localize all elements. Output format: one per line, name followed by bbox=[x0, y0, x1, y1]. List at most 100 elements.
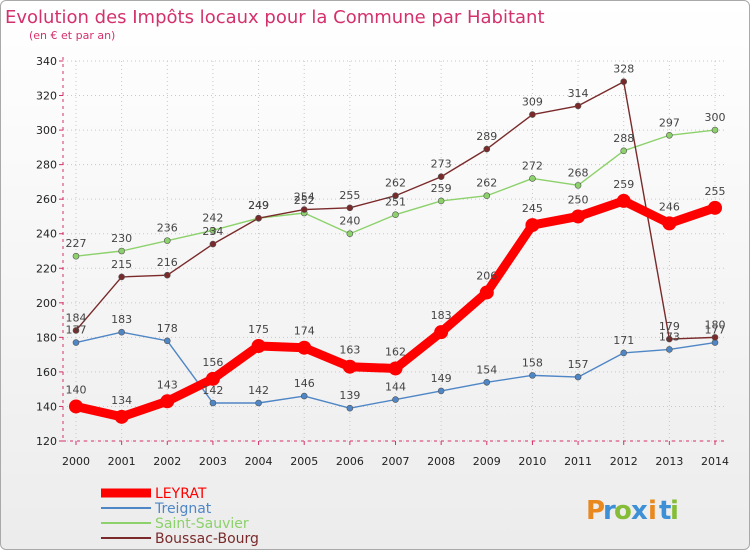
data-point-leyrat bbox=[114, 409, 129, 424]
data-label-leyrat: 174 bbox=[294, 325, 315, 338]
data-point-treignat bbox=[209, 399, 217, 407]
data-point-leyrat bbox=[708, 200, 722, 215]
data-label-treignat: 173 bbox=[659, 330, 680, 343]
data-point-saint-sauvier bbox=[529, 175, 536, 182]
data-label-leyrat: 250 bbox=[568, 193, 589, 206]
data-point-leyrat bbox=[342, 359, 357, 374]
data-label-leyrat: 255 bbox=[705, 185, 726, 198]
data-point-saint-sauvier bbox=[163, 237, 171, 244]
data-label-leyrat: 246 bbox=[659, 200, 680, 213]
data-point-boussac-bourg bbox=[666, 335, 673, 343]
x-tick-label: 2005 bbox=[290, 455, 318, 468]
data-label-boussac-bourg: 179 bbox=[659, 320, 680, 333]
data-point-treignat bbox=[72, 339, 80, 346]
data-point-leyrat bbox=[69, 399, 83, 414]
data-point-leyrat bbox=[205, 371, 220, 386]
data-point-leyrat bbox=[479, 285, 494, 300]
legend-label-leyrat: LEYRAT bbox=[155, 486, 207, 502]
data-label-leyrat: 206 bbox=[476, 269, 497, 282]
data-label-treignat: 149 bbox=[431, 372, 452, 385]
data-label-boussac-bourg: 328 bbox=[613, 63, 634, 76]
legend-label-saint-sauvier: Saint-Sauvier bbox=[155, 516, 249, 532]
series-line-boussac-bourg bbox=[75, 81, 716, 340]
data-label-treignat: 139 bbox=[339, 389, 360, 402]
data-point-leyrat bbox=[434, 325, 449, 340]
data-point-saint-sauvier bbox=[392, 211, 399, 219]
data-label-saint-sauvier: 227 bbox=[66, 237, 87, 250]
data-point-saint-sauvier bbox=[483, 192, 491, 200]
data-label-saint-sauvier: 262 bbox=[476, 177, 497, 190]
brand-letter: x bbox=[631, 496, 648, 526]
data-label-boussac-bourg: 249 bbox=[248, 199, 269, 212]
data-label-boussac-bourg: 216 bbox=[157, 256, 178, 269]
data-label-treignat: 178 bbox=[157, 322, 178, 335]
data-point-leyrat bbox=[160, 394, 175, 409]
data-point-treignat bbox=[300, 392, 308, 400]
x-tick-label: 2008 bbox=[427, 455, 455, 468]
axes: 120 140 160 180 200 220 240 260 280 300 320 340 2000… bbox=[36, 55, 729, 468]
data-label-leyrat: 259 bbox=[613, 178, 634, 191]
data-point-leyrat bbox=[616, 193, 631, 208]
y-tick-label: 140 bbox=[36, 400, 57, 413]
data-point-leyrat bbox=[297, 340, 312, 355]
data-point-boussac-bourg bbox=[118, 273, 125, 281]
data-point-leyrat bbox=[388, 361, 403, 376]
y-tick-label: 320 bbox=[36, 90, 57, 103]
data-point-boussac-bourg bbox=[209, 240, 217, 248]
data-label-saint-sauvier: 236 bbox=[157, 222, 178, 235]
y-tick-label: 180 bbox=[36, 331, 57, 344]
y-tick-label: 220 bbox=[36, 262, 57, 275]
data-label-saint-sauvier: 297 bbox=[659, 116, 680, 129]
data-label-leyrat: 175 bbox=[248, 323, 269, 336]
data-point-boussac-bourg bbox=[529, 111, 536, 118]
data-point-treignat bbox=[255, 399, 262, 407]
data-label-saint-sauvier: 230 bbox=[111, 232, 132, 245]
x-tick-label: 2003 bbox=[199, 455, 227, 468]
data-point-treignat bbox=[163, 337, 171, 345]
data-label-saint-sauvier: 249 bbox=[248, 199, 269, 212]
data-label-saint-sauvier: 272 bbox=[522, 159, 543, 172]
data-point-treignat bbox=[346, 404, 354, 412]
data-point-treignat bbox=[529, 372, 536, 379]
data-point-leyrat bbox=[662, 216, 677, 231]
x-tick-label: 2010 bbox=[518, 455, 546, 468]
data-label-boussac-bourg: 180 bbox=[705, 318, 726, 331]
data-label-boussac-bourg: 309 bbox=[522, 96, 543, 109]
x-tick-label: 2014 bbox=[701, 455, 729, 468]
y-tick-label: 280 bbox=[36, 159, 57, 172]
data-label-saint-sauvier: 242 bbox=[202, 211, 223, 224]
data-label-boussac-bourg: 234 bbox=[202, 225, 223, 238]
data-label-saint-sauvier: 300 bbox=[705, 111, 726, 124]
data-label-boussac-bourg: 184 bbox=[66, 311, 87, 324]
x-tick-label: 2004 bbox=[245, 455, 273, 468]
data-label-treignat: 177 bbox=[66, 324, 87, 337]
data-point-saint-sauvier bbox=[72, 252, 80, 260]
data-point-boussac-bourg bbox=[437, 173, 445, 181]
data-point-boussac-bourg bbox=[163, 271, 171, 279]
data-label-treignat: 171 bbox=[613, 334, 634, 347]
brand-letter: o bbox=[614, 496, 632, 526]
data-label-leyrat: 140 bbox=[66, 383, 87, 396]
data-label-boussac-bourg: 254 bbox=[294, 191, 315, 204]
data-point-saint-sauvier bbox=[437, 197, 445, 205]
x-tick-label: 2013 bbox=[655, 455, 683, 468]
data-label-treignat: 158 bbox=[522, 356, 543, 369]
data-label-saint-sauvier: 288 bbox=[613, 132, 634, 145]
data-label-saint-sauvier: 259 bbox=[431, 182, 452, 195]
data-label-treignat: 142 bbox=[202, 384, 223, 397]
data-point-saint-sauvier bbox=[711, 126, 719, 134]
data-label-treignat: 183 bbox=[111, 313, 132, 326]
x-tick-label: 2011 bbox=[564, 455, 592, 468]
data-point-saint-sauvier bbox=[209, 226, 217, 234]
data-point-treignat bbox=[437, 387, 445, 395]
brand-letter: t bbox=[659, 496, 671, 526]
x-tick-label: 2002 bbox=[153, 455, 181, 468]
brand-letter: P bbox=[586, 496, 605, 526]
data-label-leyrat: 162 bbox=[385, 345, 406, 358]
legend-label-treignat: Treignat bbox=[154, 501, 212, 517]
data-label-leyrat: 143 bbox=[157, 378, 178, 391]
data-label-treignat: 142 bbox=[248, 384, 269, 397]
brand-letter: i bbox=[670, 496, 679, 526]
